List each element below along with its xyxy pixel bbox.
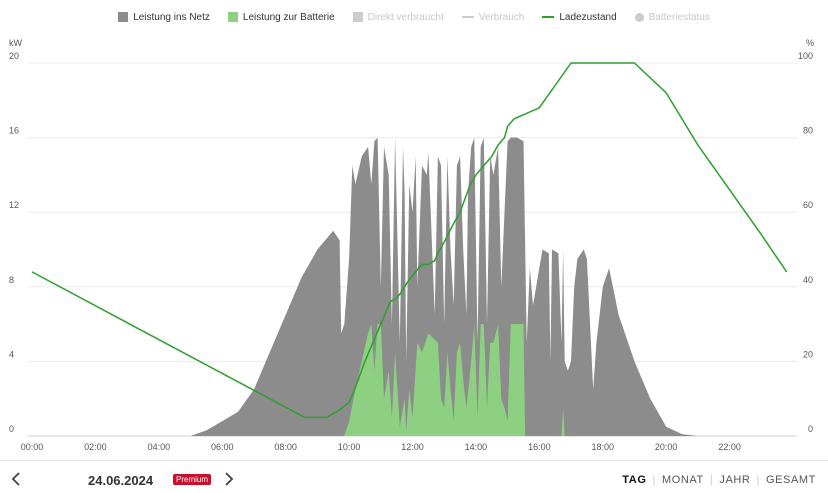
x-tick: 18:00 — [591, 442, 614, 452]
y-left-tick: 8 — [9, 275, 14, 285]
legend-item-leistung-zur-batterie[interactable]: Leistung zur Batterie — [227, 11, 335, 23]
legend-item-leistung-ins-netz[interactable]: Leistung ins Netz — [118, 12, 210, 23]
legend-item-ladezustand[interactable]: Ladezustand — [542, 11, 617, 23]
y-right-tick: 80 — [803, 126, 813, 136]
energy-chart: kW % 0 4 8 12 16 20 0 20 40 60 80 100 00:00 02:00 04:00 0… — [9, 38, 814, 452]
premium-badge: Premium — [173, 474, 212, 485]
y-right-unit: % — [806, 38, 814, 48]
x-tick: 00:00 — [21, 442, 44, 452]
legend-label-leistung-ins-netz: Leistung ins Netz — [133, 11, 210, 23]
y-right-tick: 20 — [803, 349, 813, 359]
x-tick: 16:00 — [528, 442, 551, 452]
legend-marker-ladezustand — [542, 16, 555, 18]
legend-marker-batteriestatus — [634, 12, 644, 22]
legend-label-ladezustand: Ladezustand — [559, 11, 617, 23]
x-tick: 22:00 — [718, 442, 741, 452]
legend-label-batteriestatus: Batteriestatus — [648, 11, 710, 23]
y-right-tick: 40 — [803, 275, 813, 285]
tab-separator: | — [652, 474, 656, 486]
current-date: 24.06.2024 — [88, 473, 154, 488]
x-tick: 06:00 — [211, 442, 234, 452]
chevron-left-icon — [11, 472, 20, 486]
y-right-tick: 60 — [803, 200, 813, 210]
tab-gesamt[interactable]: GESAMT — [765, 474, 816, 486]
legend-item-direkt-verbraucht[interactable]: Direkt verbraucht — [352, 11, 444, 23]
legend-marker-verbrauch — [461, 16, 474, 18]
x-tick: 08:00 — [274, 442, 297, 452]
legend-item-batteriestatus[interactable]: Batteriestatus — [634, 11, 710, 23]
previous-day-button[interactable] — [6, 467, 26, 491]
x-tick: 02:00 — [84, 442, 107, 452]
chart-legend: Leistung ins Netz Leistung zur Batterie Di… — [0, 8, 828, 26]
tab-separator: | — [709, 474, 714, 486]
x-tick: 20:00 — [655, 442, 678, 452]
y-left-unit: kW — [9, 38, 23, 48]
y-right-tick: 0 — [808, 424, 813, 434]
next-day-button[interactable] — [219, 467, 239, 491]
date-navigation-bar: 24.06.2024 Premium TAG | MONAT | JAHR | GESAMT — [0, 460, 828, 493]
tab-jahr[interactable]: JAHR — [719, 474, 751, 486]
y-left-tick: 0 — [9, 424, 14, 434]
series-area-leistung-ins-netz — [190, 137, 698, 436]
legend-label-leistung-zur-batterie: Leistung zur Batterie — [242, 11, 335, 23]
y-left-tick: 4 — [9, 349, 14, 359]
y-left-tick: 16 — [9, 126, 19, 136]
y-left-tick: 12 — [9, 200, 19, 210]
x-tick: 14:00 — [465, 442, 488, 452]
y-right-tick: 100 — [798, 51, 813, 61]
legend-label-verbrauch: Verbrauch — [478, 11, 525, 23]
tab-tag[interactable]: TAG — [622, 474, 647, 486]
legend-marker-leistung-zur-batterie — [227, 12, 238, 22]
x-tick: 10:00 — [338, 442, 361, 452]
tab-monat[interactable]: MONAT — [661, 474, 704, 486]
legend-marker-leistung-ins-netz — [118, 12, 129, 22]
legend-item-verbrauch[interactable]: Verbrauch — [461, 11, 525, 23]
series-line-ladezustand — [31, 62, 788, 419]
chevron-right-icon — [225, 472, 234, 486]
series-area-leistung-zur-batterie — [344, 324, 565, 436]
period-tabs: TAG | MONAT | JAHR | GESAMT — [616, 474, 822, 486]
tab-separator: | — [756, 474, 760, 486]
x-tick: 04:00 — [148, 442, 171, 452]
legend-marker-direkt-verbraucht — [352, 12, 363, 22]
y-left-tick: 20 — [9, 51, 19, 61]
legend-label-direkt-verbraucht: Direkt verbraucht — [367, 11, 444, 23]
x-tick: 12:00 — [401, 442, 424, 452]
